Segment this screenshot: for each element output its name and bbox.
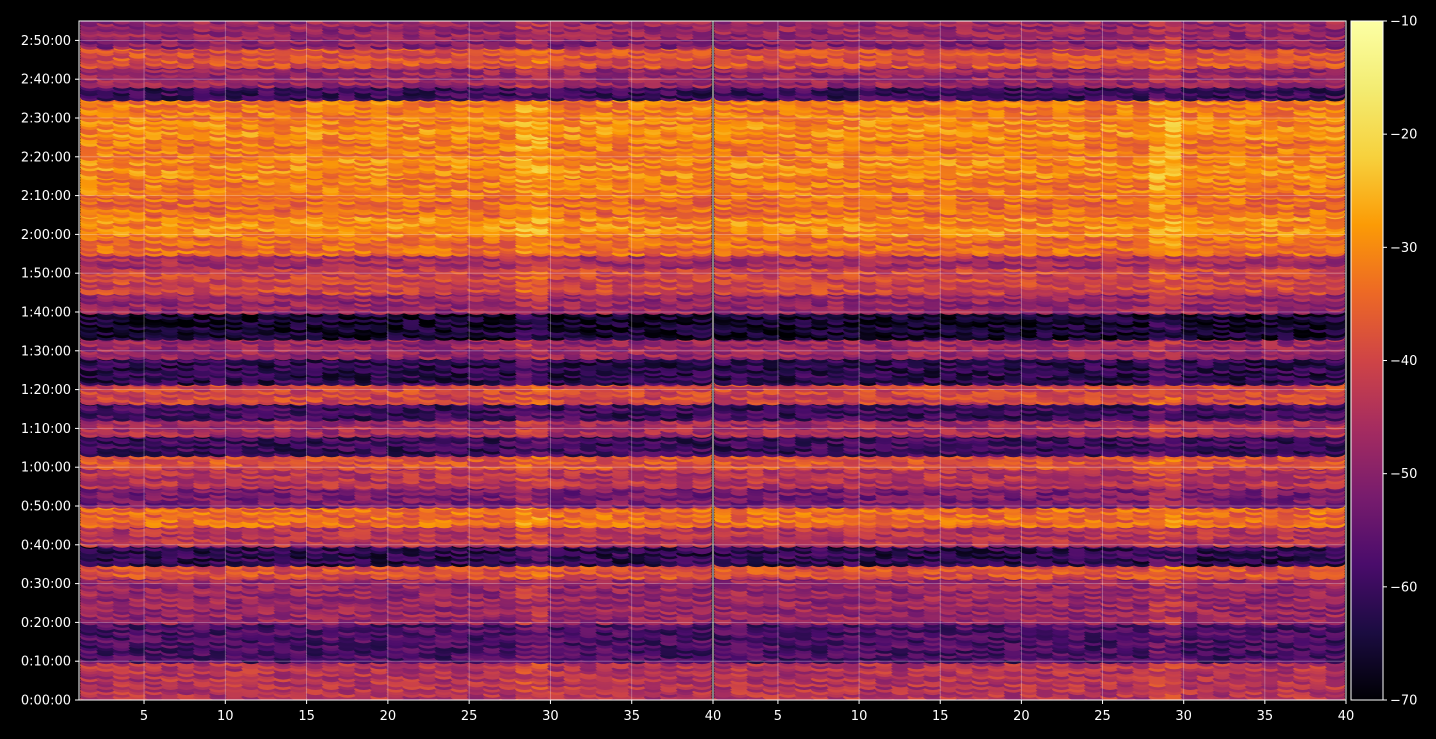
left-heatmap-panel — [79, 16, 713, 703]
